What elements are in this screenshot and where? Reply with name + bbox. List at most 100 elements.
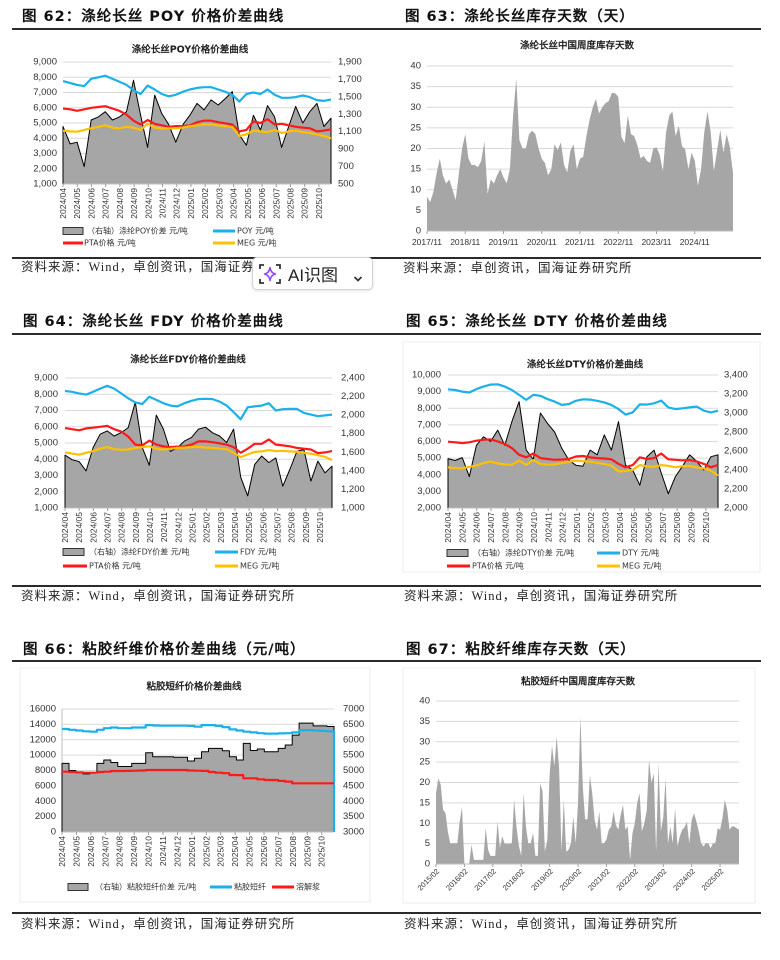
source-note: 资料来源：Wind，卓创资讯，国海证券研究所 bbox=[404, 917, 679, 931]
source-rule bbox=[12, 257, 391, 259]
x-tick-label: 2025/08 bbox=[672, 512, 682, 543]
figure-title: 涤纶长丝 DTY 价格价差曲线 bbox=[465, 314, 668, 330]
legend-label: FDY 元/吨 bbox=[240, 547, 276, 557]
x-tick-label: 2018/11 bbox=[450, 237, 480, 247]
poy-price-line bbox=[62, 74, 332, 103]
x-tick-label: 2024/11 bbox=[158, 836, 168, 866]
chevron-down-icon[interactable] bbox=[353, 270, 363, 282]
y-right-tick-label: 4500 bbox=[343, 780, 364, 791]
y-left-tick-label: 20 bbox=[419, 777, 430, 788]
x-tick-label: 2025/05 bbox=[243, 188, 253, 219]
y-left-tick-label: 3,000 bbox=[417, 486, 441, 497]
y-left-tick-label: 30 bbox=[410, 102, 421, 113]
ai-button-label: AI识图 bbox=[288, 266, 339, 285]
x-tick-label: 2025/10 bbox=[701, 512, 711, 543]
x-tick-label: 2019/02 bbox=[529, 867, 555, 893]
x-tick-label: 2020/02 bbox=[558, 867, 584, 893]
polyester-inventory-chart: 涤纶长丝中国周度库存天数 0 5 10 15 20 25 30 35 40 2017/11 2018/… bbox=[410, 40, 733, 247]
legend-swatch-area bbox=[67, 883, 89, 891]
y-right-tick-label: 6000 bbox=[343, 734, 364, 745]
x-tick-label: 2024/06 bbox=[88, 512, 98, 543]
sparkle-scan-icon bbox=[258, 263, 282, 285]
viscose-inventory-days-area bbox=[436, 716, 739, 864]
x-tick-label: 2024/07 bbox=[101, 188, 111, 219]
x-tick-label: 2025/05 bbox=[629, 512, 639, 543]
x-tick-label: 2025/04 bbox=[615, 512, 625, 543]
source-rule bbox=[391, 912, 761, 914]
y-left-tick-label: 2,000 bbox=[33, 163, 57, 174]
legend-swatch-area bbox=[62, 227, 84, 235]
x-tick-label: 2025/03 bbox=[214, 188, 224, 219]
y-left-tick-label: 1,000 bbox=[34, 503, 58, 514]
x-tick-label: 2024/10 bbox=[143, 188, 153, 219]
x-tick-label: 2024/11 bbox=[680, 237, 710, 247]
source-note: 资料来源：Wind，卓创资讯，国海证券研究所 bbox=[21, 260, 296, 274]
y-right-tick-label: 1,800 bbox=[341, 428, 365, 439]
x-tick-label: 2024/06 bbox=[472, 512, 482, 543]
x-tick-label: 2025/09 bbox=[302, 836, 312, 867]
pta-price-line bbox=[64, 424, 333, 455]
y-right-tick-label: 4000 bbox=[343, 796, 364, 807]
x-tick-label: 2024/08 bbox=[500, 512, 510, 543]
x-tick-label: 2025/07 bbox=[272, 512, 282, 543]
figure-title: 涤纶长丝库存天数（天） bbox=[464, 9, 635, 25]
y-right-tick-label: 5500 bbox=[343, 750, 364, 761]
x-tick-label: 2024/04 bbox=[60, 512, 70, 543]
y-left-tick-label: 5,000 bbox=[34, 438, 58, 449]
figure-number: 图 67： bbox=[406, 642, 466, 658]
header-rule bbox=[391, 28, 761, 30]
figure-header-63: 图 63：涤纶长丝库存天数（天） bbox=[405, 8, 635, 26]
x-tick-label: 2024/07 bbox=[100, 836, 110, 867]
figure-number: 图 65： bbox=[406, 314, 466, 330]
y-right-tick-label: 2,800 bbox=[724, 427, 748, 438]
y-right-tick-label: 1,300 bbox=[338, 109, 362, 120]
legend-label: PTA价格 元/吨 bbox=[472, 561, 524, 571]
x-tick-label: 2024/05 bbox=[457, 512, 467, 543]
x-tick-label: 2024/05 bbox=[71, 836, 81, 867]
legend-label: MEG 元/吨 bbox=[237, 238, 276, 248]
x-tick-label: 2025/04 bbox=[230, 836, 240, 867]
y-right-tick-label: 2,200 bbox=[724, 484, 748, 495]
y-right-tick-label: 3500 bbox=[343, 811, 364, 822]
x-tick-label: 2024/07 bbox=[486, 512, 496, 543]
y-right-tick-label: 2,000 bbox=[724, 503, 748, 514]
header-rule bbox=[12, 28, 391, 30]
x-tick-label: 2025/04 bbox=[229, 188, 239, 219]
x-tick-label: 2025/08 bbox=[288, 836, 298, 867]
x-tick-label: 2022/02 bbox=[614, 867, 640, 893]
y-right-tick-label: 6500 bbox=[343, 719, 364, 730]
y-right-tick-label: 2,400 bbox=[724, 465, 748, 476]
chart-title: 涤纶长丝DTY价格价差曲线 bbox=[527, 359, 644, 371]
y-left-tick-label: 9,000 bbox=[417, 386, 441, 397]
y-left-tick-label: 6000 bbox=[35, 780, 56, 791]
y-left-tick-label: 0 bbox=[416, 226, 421, 237]
viscose-spread-area bbox=[62, 723, 334, 832]
y-left-tick-label: 15 bbox=[410, 164, 421, 175]
y-left-tick-label: 5,000 bbox=[33, 118, 57, 129]
y-left-tick-label: 10 bbox=[410, 184, 421, 195]
x-tick-label: 2025/09 bbox=[301, 512, 311, 543]
chart-title: 涤纶长丝POY价格价差曲线 bbox=[132, 44, 249, 56]
chart-frame bbox=[402, 341, 761, 573]
figure-title: 粘胶纤维库存天数（天） bbox=[465, 642, 636, 658]
y-right-tick-label: 3000 bbox=[343, 827, 364, 838]
x-tick-label: 2024/10 bbox=[145, 512, 155, 543]
figure-title: 涤纶长丝 FDY 价格价差曲线 bbox=[82, 314, 284, 330]
source-rule bbox=[391, 257, 761, 259]
figure-header-65: 图 65：涤纶长丝 DTY 价格价差曲线 bbox=[406, 313, 668, 331]
dty-spread-area bbox=[448, 401, 718, 508]
figure-header-62: 图 62：涤纶长丝 POY 价格价差曲线 bbox=[22, 8, 284, 26]
y-left-tick-label: 1,000 bbox=[33, 179, 57, 190]
legend-label: MEG 元/吨 bbox=[622, 561, 661, 571]
x-tick-label: 2025/06 bbox=[257, 188, 267, 219]
x-tick-label: 2025/08 bbox=[287, 512, 297, 543]
y-right-tick-label: 1,900 bbox=[338, 57, 362, 68]
x-tick-label: 2019/11 bbox=[488, 237, 518, 247]
y-left-tick-label: 25 bbox=[410, 122, 421, 133]
y-left-tick-label: 4,000 bbox=[34, 454, 58, 465]
chart-title: 涤纶长丝FDY价格价差曲线 bbox=[130, 354, 246, 366]
x-tick-label: 2025/01 bbox=[186, 188, 196, 219]
ai-image-recognition-button[interactable]: AI识图 bbox=[252, 257, 373, 290]
pta-price-line bbox=[62, 105, 332, 133]
